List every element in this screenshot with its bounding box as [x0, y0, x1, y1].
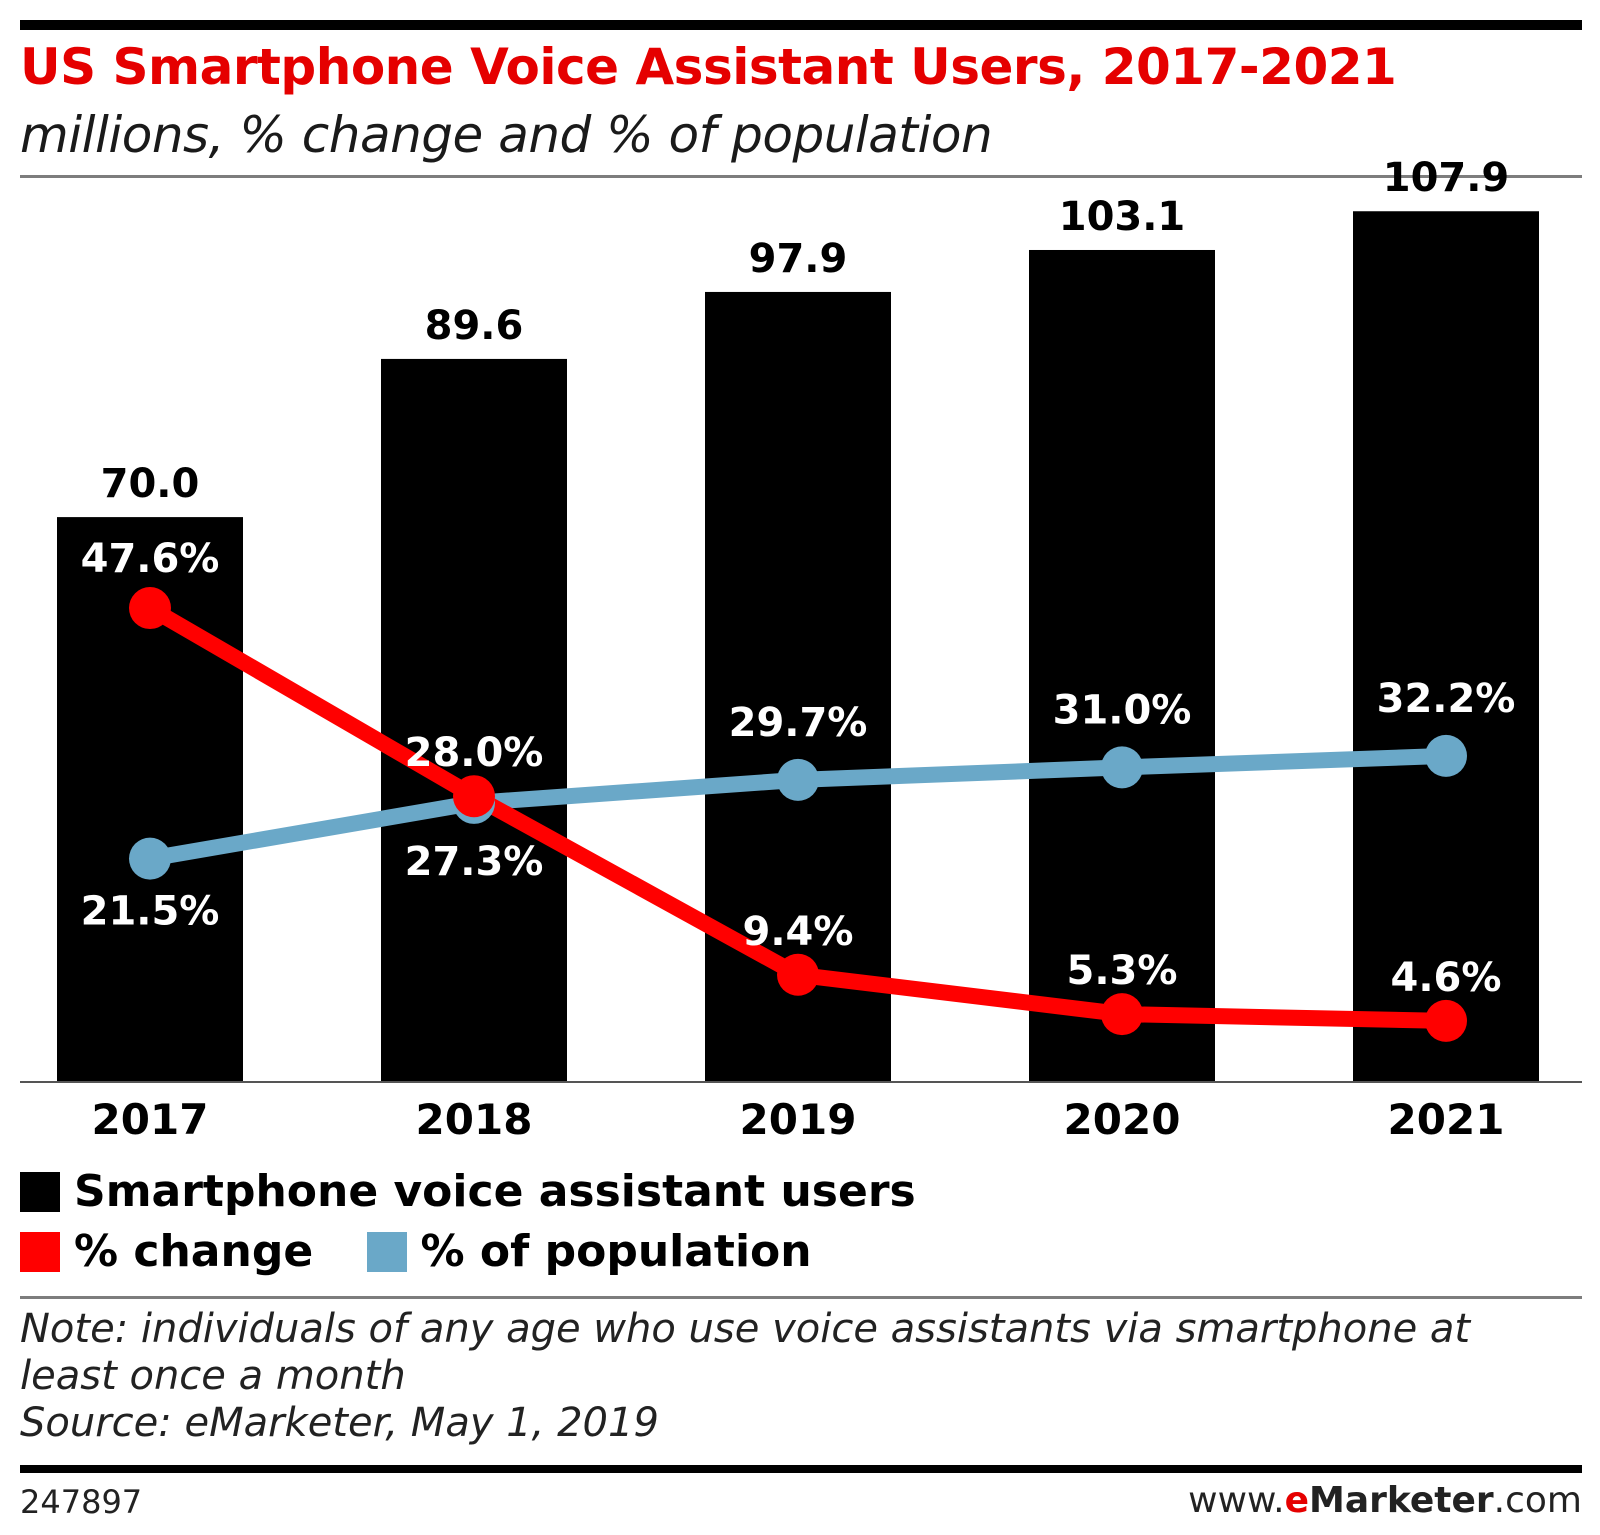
bottom-rule — [20, 1465, 1582, 1473]
population-point-2017 — [129, 837, 171, 880]
note-block: Note: individuals of any age who use voi… — [20, 1306, 1580, 1447]
population-point-2020 — [1101, 746, 1143, 789]
legend-swatch-black-icon — [20, 1172, 60, 1212]
brand-e: e — [1284, 1480, 1310, 1521]
legend-row-1: Smartphone voice assistant users — [20, 1166, 954, 1217]
brand-name: Marketer — [1309, 1480, 1494, 1521]
note-line-2: least once a month — [20, 1353, 406, 1399]
legend-population-label: % of population — [420, 1226, 812, 1277]
population-point-2021 — [1425, 734, 1467, 777]
change-label-2018: 28.0% — [405, 730, 544, 776]
bar-value-label-2017: 70.0 — [101, 461, 200, 507]
change-point-2020 — [1101, 993, 1143, 1036]
bar-value-label-2018: 89.6 — [425, 303, 524, 349]
top-rule — [20, 20, 1582, 30]
change-label-2020: 5.3% — [1067, 948, 1178, 994]
bar-value-label-2019: 97.9 — [749, 236, 848, 282]
legend-swatch-red-icon — [20, 1232, 60, 1272]
chart-plot: 70.0 2017 89.6 2018 97.9 2019 103.1 2020 107.9 20… — [20, 155, 1582, 1144]
legend-row-2: % change % of population — [20, 1226, 850, 1277]
bar-value-label-2021: 107.9 — [1383, 155, 1510, 201]
population-label-2017: 21.5% — [81, 889, 220, 935]
x-tick-label-2021: 2021 — [1388, 1095, 1505, 1144]
change-point-2021 — [1425, 999, 1467, 1042]
population-label-2018: 27.3% — [405, 839, 544, 885]
brand-suffix: .com — [1493, 1480, 1582, 1521]
legend-population: % of population — [366, 1226, 812, 1277]
population-label-2020: 31.0% — [1053, 687, 1192, 733]
footer-divider — [20, 1296, 1582, 1299]
note-line-1: Note: individuals of any age who use voi… — [20, 1306, 1471, 1352]
bar-2018 — [381, 358, 567, 1083]
bar-2021 — [1353, 211, 1539, 1082]
bar-value-label-2020: 103.1 — [1059, 194, 1186, 240]
legend-users: Smartphone voice assistant users — [20, 1166, 916, 1217]
chart-subtitle: millions, % change and % of population — [20, 106, 993, 164]
population-label-2021: 32.2% — [1377, 676, 1516, 722]
population-point-2019 — [777, 758, 819, 801]
change-point-2019 — [777, 953, 819, 996]
bar-2020 — [1029, 249, 1215, 1082]
brand-logo: www.eMarketer.com — [1188, 1480, 1582, 1521]
change-label-2017: 47.6% — [81, 536, 220, 582]
change-label-2019: 9.4% — [743, 909, 854, 955]
bar-2019 — [705, 291, 891, 1082]
population-label-2019: 29.7% — [729, 700, 868, 746]
legend-users-label: Smartphone voice assistant users — [74, 1166, 916, 1217]
change-point-2018 — [453, 775, 495, 818]
chart-id: 247897 — [20, 1483, 143, 1521]
legend-change-label: % change — [74, 1226, 314, 1277]
brand-prefix: www. — [1188, 1480, 1285, 1521]
x-tick-label-2020: 2020 — [1064, 1095, 1181, 1144]
source-line: Source: eMarketer, May 1, 2019 — [20, 1400, 659, 1446]
x-tick-label-2017: 2017 — [92, 1095, 209, 1144]
header-divider — [20, 175, 1582, 178]
x-tick-label-2019: 2019 — [740, 1095, 857, 1144]
legend-change: % change — [20, 1226, 313, 1277]
change-point-2017 — [129, 587, 171, 630]
x-tick-label-2018: 2018 — [416, 1095, 533, 1144]
legend-swatch-blue-icon — [366, 1232, 407, 1272]
chart-title: US Smartphone Voice Assistant Users, 201… — [20, 38, 1397, 96]
change-label-2021: 4.6% — [1391, 955, 1502, 1001]
